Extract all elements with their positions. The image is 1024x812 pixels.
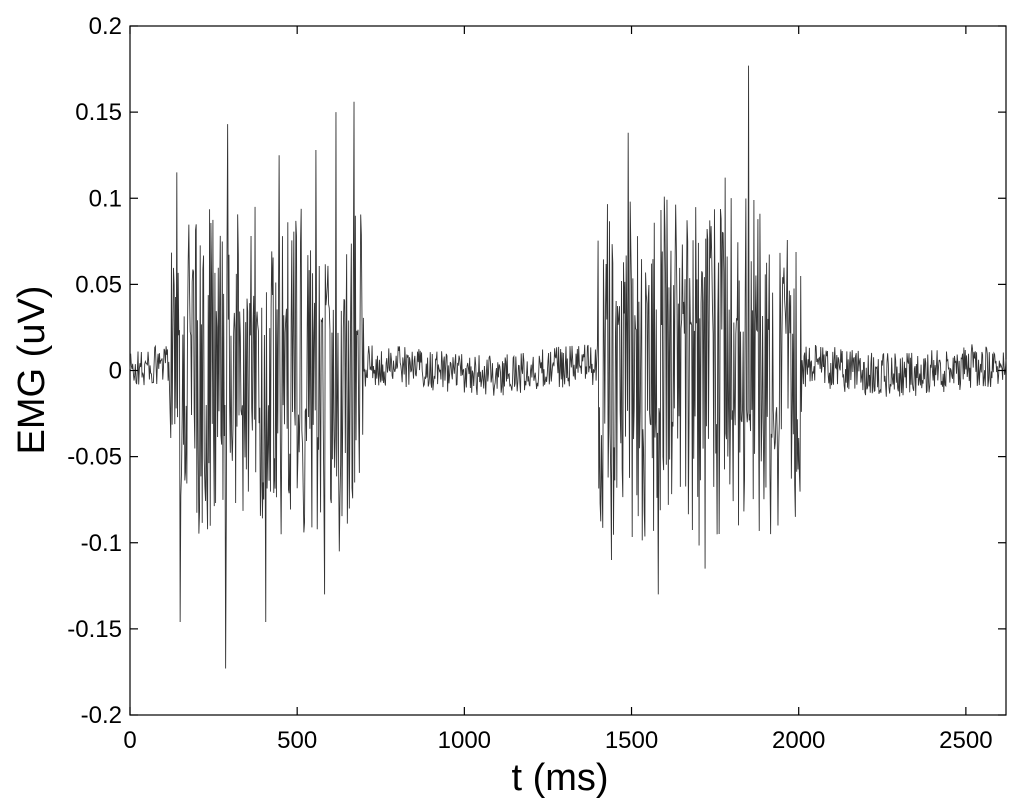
y-tick-label: 0 (109, 358, 122, 385)
x-tick-label: 2500 (939, 727, 992, 754)
x-tick-label: 1500 (605, 727, 658, 754)
y-axis-label: EMG (uV) (11, 286, 53, 455)
x-tick-label: 500 (277, 727, 317, 754)
y-tick-label: -0.15 (67, 616, 122, 643)
emg-signal-line (129, 65, 1007, 669)
y-tick-label: 0.05 (75, 271, 122, 298)
y-tick-label: 0.15 (75, 99, 122, 126)
x-tick-label: 1000 (438, 727, 491, 754)
y-axis-ticks: 0.2 0.15 0.1 0.05 0 -0.05 -0.1 -0.15 -0.2 (67, 13, 1006, 729)
x-tick-label: 2000 (772, 727, 825, 754)
x-axis-ticks: 0 500 1000 1500 2000 2500 (123, 26, 993, 754)
x-axis-label: t (ms) (511, 757, 608, 799)
y-tick-label: -0.05 (67, 444, 122, 471)
y-tick-label: 0.1 (89, 185, 122, 212)
y-tick-label: 0.2 (89, 13, 122, 40)
y-tick-label: -0.2 (81, 702, 122, 729)
y-tick-label: -0.1 (81, 530, 122, 557)
x-tick-label: 0 (123, 727, 136, 754)
